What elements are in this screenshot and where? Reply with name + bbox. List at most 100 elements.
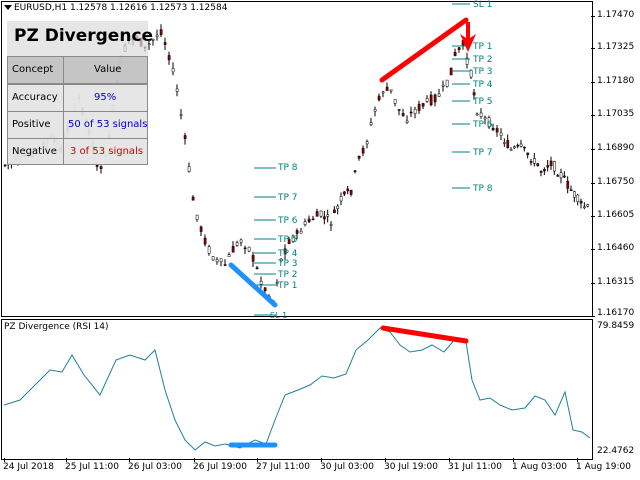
- time-label: 1 Aug 19:00: [576, 462, 631, 472]
- candle-body: [227, 254, 231, 257]
- candle-body: [457, 47, 461, 50]
- candle-body: [583, 206, 586, 209]
- candle-body: [235, 242, 239, 246]
- candle-body: [191, 196, 195, 201]
- candle-body: [483, 117, 487, 120]
- info-panel-title: PZ Divergence: [14, 26, 154, 46]
- candle-body: [303, 221, 307, 225]
- candle-body: [491, 128, 495, 131]
- candle-body: [373, 109, 377, 112]
- chart-menu-arrow-icon[interactable]: [4, 5, 12, 10]
- candle-body: [311, 218, 315, 221]
- candle-body: [343, 191, 346, 195]
- table-cell-concept: Negative: [7, 138, 64, 165]
- candle-body: [175, 88, 179, 92]
- candle-body: [263, 287, 267, 292]
- candle-body: [523, 146, 526, 149]
- sell-tp-label: TP 7: [473, 148, 493, 158]
- candle-body: [401, 113, 405, 117]
- buy-tp-label: TP 4: [278, 249, 298, 259]
- candle-body: [231, 246, 235, 253]
- candle-body: [211, 256, 215, 261]
- time-label: 30 Jul 19:00: [384, 462, 438, 472]
- candle-body: [299, 230, 303, 234]
- price-label: 1.16890: [597, 143, 635, 153]
- buy-tp-label: TP 8: [278, 163, 298, 173]
- candle-body: [95, 164, 99, 167]
- candle-body: [329, 224, 333, 226]
- time-label: 24 Jul 2018: [3, 462, 54, 472]
- candle-body: [445, 79, 449, 87]
- candle-body: [247, 246, 251, 252]
- buy-tp-label: TP 3: [278, 259, 298, 269]
- candle-body: [155, 34, 159, 37]
- candle-body: [381, 91, 385, 94]
- candle-body: [519, 143, 523, 147]
- buy-tp-label: TP 5: [278, 235, 298, 245]
- oscillator-pane[interactable]: [1, 319, 593, 460]
- candle-body: [255, 267, 259, 270]
- buy-tp-label: TP 7: [278, 193, 298, 203]
- sell-sl-label: SL 1: [473, 0, 493, 10]
- candle-body: [99, 166, 103, 169]
- candle-body: [397, 109, 401, 111]
- candle-body: [353, 170, 357, 173]
- candle-body: [536, 163, 540, 167]
- candle-body: [333, 209, 336, 214]
- sell-tp-label: TP 3: [473, 67, 493, 77]
- candle-body: [479, 112, 483, 117]
- candle-body: [187, 166, 191, 172]
- rsi-line: [3, 327, 591, 451]
- candle-body: [405, 120, 409, 123]
- candle-body: [465, 57, 469, 65]
- table-cell-concept: Accuracy: [7, 84, 64, 112]
- oscillator-title: PZ Divergence (RSI 14): [4, 322, 109, 332]
- candle-body: [526, 152, 530, 156]
- candle-body: [319, 210, 323, 217]
- candle-body: [357, 155, 361, 159]
- price-label: 1.17180: [597, 76, 635, 86]
- price-label: 1.16460: [597, 243, 635, 253]
- table-cell-value: 3 of 53 signals: [63, 138, 148, 165]
- sell-tp-label: TP 2: [473, 55, 493, 65]
- candle-body: [377, 95, 381, 101]
- bearish-divergence-price-line: [379, 17, 469, 83]
- sell-tp-label: TP 5: [473, 97, 493, 107]
- candle-body: [453, 52, 457, 56]
- candle-body: [159, 29, 163, 35]
- time-label: 26 Jul 19:00: [193, 462, 247, 472]
- price-label: 1.17470: [597, 10, 635, 20]
- candle-body: [553, 161, 556, 172]
- candle-body: [556, 175, 560, 177]
- candle-body: [207, 246, 211, 254]
- candle-body: [529, 161, 533, 163]
- candle-body: [513, 146, 516, 149]
- candle-body: [3, 164, 7, 167]
- candle-body: [429, 94, 433, 106]
- symbol-info-header: EURUSD,H1 1.12578 1.12616 1.12573 1.1258…: [14, 3, 228, 13]
- price-label: 1.16170: [597, 308, 635, 318]
- candle-body: [543, 169, 546, 172]
- sell-arrow-icon: [460, 22, 476, 52]
- candle-body: [259, 280, 263, 285]
- candle-body: [183, 135, 187, 139]
- candle-body: [179, 114, 183, 116]
- candle-body: [326, 214, 330, 217]
- candle-body: [433, 94, 437, 103]
- buy-tp-label: TP 6: [278, 216, 298, 226]
- candle-body: [323, 216, 326, 220]
- candle-body: [413, 108, 417, 114]
- sell-tp-label: TP 6: [473, 120, 493, 130]
- candle-body: [369, 122, 373, 125]
- candle-body: [421, 103, 425, 107]
- candle-body: [441, 84, 445, 87]
- sell-tp-label: TP 1: [473, 42, 493, 52]
- time-label: 27 Jul 11:00: [256, 462, 310, 472]
- candle-body: [417, 103, 421, 111]
- candle-body: [223, 264, 227, 266]
- candle-body: [336, 205, 340, 209]
- candle-body: [287, 239, 291, 244]
- candle-body: [203, 237, 207, 245]
- table-header-concept: Concept: [7, 56, 64, 84]
- candle-body: [275, 282, 279, 284]
